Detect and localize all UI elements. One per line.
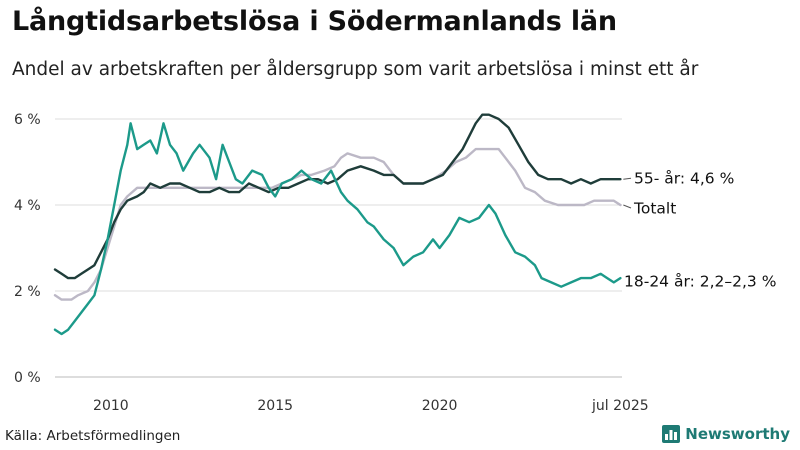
grid-layer <box>55 118 622 378</box>
end-label-total: Totalt <box>633 200 676 218</box>
source-note: Källa: Arbetsförmedlingen <box>5 428 181 444</box>
end-label-connector-older <box>623 177 632 180</box>
series-line-total <box>53 147 622 301</box>
end-label-older: 55- år: 4,6 % <box>634 170 734 188</box>
series-layer <box>53 113 622 336</box>
line-chart: 0 % 2 % 4 % 6 % 2010 2015 2020 jul 2025 Totalt 55… <box>14 112 776 414</box>
x-tick-label: 2020 <box>422 398 458 414</box>
chart-bars-icon <box>662 425 681 443</box>
label-layer: 0 % 2 % 4 % 6 % 2010 2015 2020 jul 2025 Totalt 55… <box>14 112 776 414</box>
chart-title: Långtidsarbetslösa i Södermanlands län <box>12 6 617 37</box>
y-tick-label: 6 % <box>14 112 41 128</box>
brand-name: Newsworthy <box>685 425 790 443</box>
y-tick-label: 4 % <box>14 198 41 214</box>
chart-subtitle: Andel av arbetskraften per åldersgrupp s… <box>12 59 699 80</box>
brand-logo: Newsworthy <box>662 425 790 443</box>
end-label-young: 18-24 år: 2,2–2,3 % <box>624 273 776 291</box>
x-tick-label: 2015 <box>257 398 293 414</box>
end-label-connector-total <box>623 204 632 209</box>
y-tick-label: 2 % <box>14 284 41 300</box>
series-line-older <box>53 113 622 280</box>
x-tick-label: 2010 <box>93 398 129 414</box>
series-line-young <box>53 122 622 336</box>
y-tick-label: 0 % <box>14 370 41 386</box>
x-tick-label: jul 2025 <box>591 398 649 414</box>
